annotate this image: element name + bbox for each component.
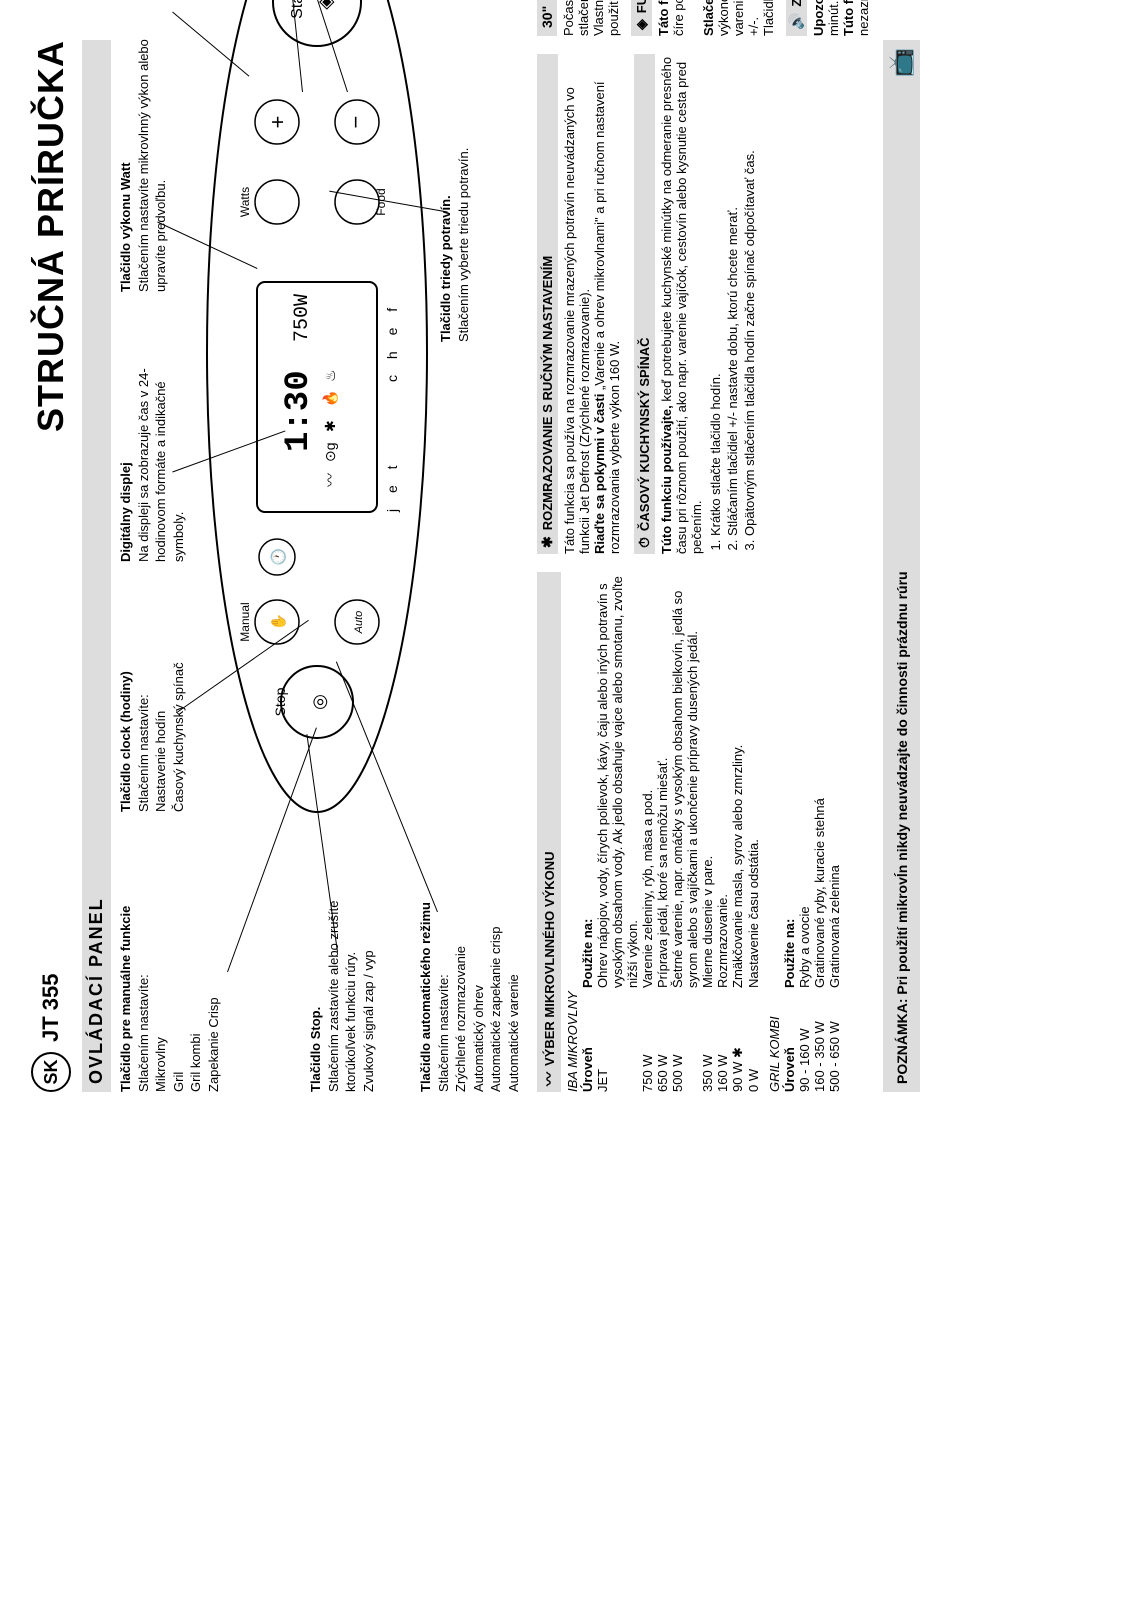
page-title: STRUČNÁ PRÍRUČKA [30,40,72,432]
power-column: 〰 VÝBER MIKROVLNNÉHO VÝKONU IBA MIKROVLN… [537,572,871,1092]
power-level: 750 W [640,1000,655,1092]
jetstart-p1: Táto funkcia sa používa na rýchly ohrev … [656,0,686,36]
power-level: 90 W ✱ [730,1000,746,1092]
svg-text:〰: 〰 [322,473,338,487]
power-desc: Zmäkčovanie masla, syrov alebo zmrzliny. [730,572,746,988]
power-desc: Nastavenie času odstátia. [746,572,761,988]
model-number: JT 355 [38,974,64,1043]
power-level: 500 W [670,1000,700,1092]
thirty-sec-body: Počas činnosti rúry môžete jednoducho pr… [561,0,621,36]
speaker-icon: 🔊 [788,13,805,30]
defrost-header: ✱ ROZMRAZOVANIE S RUČNÝM NASTAVENÍM [537,54,558,554]
bottom-grid: 〰 VÝBER MIKROVLNNÉHO VÝKONU IBA MIKROVLN… [537,40,871,1092]
svg-text:♨: ♨ [322,369,338,382]
jetstart-fn-header: ◈ FUNKCIA JET START [631,0,652,36]
mw-only-label: IBA MIKROVLNY [565,572,580,1092]
callout-stop: Tlačidlo Stop. Stlačením zastavíte alebo… [307,872,377,1092]
power-header: 〰 VÝBER MIKROVLNNÉHO VÝKONU [537,572,561,1092]
power-row: JET Ohrev nápojov, vody, čírych polievok,… [595,572,640,1092]
grill-row: 500 - 650 W Gratinovaná zelenina [827,572,842,1092]
power-row: 750 W Varenie zeleniny, rýb, mäsa a pod. [640,572,655,1092]
jetstart-p2: Stlačením tlačidla START sa automaticky … [686,0,776,36]
display-time: 1:30 [280,370,318,452]
power-desc: Ohrev nápojov, vody, čírych polievok, ká… [595,572,640,988]
power-desc: Mierne dusenie v pare. [700,572,715,988]
power-level: 0 W [746,1000,761,1092]
thirty-sec-row: 30" 30 SEKÚND [537,0,557,36]
right-column: 30" 30 SEKÚND Počas činnosti rúry môžete… [537,0,871,36]
power-desc: Varenie zeleniny, rýb, mäsa a pod. [640,572,655,988]
header-row: SK JT 355 STRUČNÁ PRÍRUČKA [30,40,72,1092]
callout-auto: Tlačidlo automatického režimu Stlačením … [417,832,522,1092]
power-level: 160 W [715,1000,730,1092]
label-food: Food [374,188,388,215]
power-row: 160 W Rozmrazovanie. [715,572,730,1092]
section-panel-bar: OVLÁDACÍ PANEL [82,40,111,1092]
svg-text:✱: ✱ [322,420,338,432]
power-level: 500 - 650 W [827,1000,842,1092]
middle-column: ✱ ROZMRAZOVANIE S RUČNÝM NASTAVENÍM Táto… [537,54,871,554]
svg-text:✋: ✋ [270,613,286,630]
label-stop: Stop [272,687,288,716]
timer-header: ⏱ ČASOVÝ KUCHYNSKÝ SPÍNAČ [634,54,655,554]
label-start: Start [289,0,306,19]
control-panel-diagram: Tlačidlo pre manuálne funkcie Stlačením … [117,40,537,1092]
model-block: SK JT 355 [31,974,71,1093]
callout-clock: Tlačidlo clock (hodiny) Stlačením nastav… [117,602,187,812]
sound-header: 🔊 ZVUKOVÝ SIGNÁL [786,0,807,36]
sound-p1: Upozorní Vás, že činnosť funkcie skončil… [811,0,841,36]
power-desc: Šetrné varenie, napr. omáčky s vysokým o… [670,572,700,988]
power-row: 350 W Mierne dusenie v pare. [700,572,715,1092]
power-desc: Gratinovaná zelenina [827,572,842,988]
power-desc: Ryby a ovocie [797,572,812,988]
callout-watt: Tlačidlo výkonu Watt Stlačením nastavíte… [117,32,170,292]
power-desc: Rozmrazovanie. [715,572,730,988]
svg-text:🕐: 🕐 [270,548,287,565]
label-jet: j e t [384,459,400,513]
label-watts: Watts [238,187,252,217]
clock-icon: ⏱ [636,537,653,548]
callout-display: Digitálny displej Na displeji sa zobrazu… [117,332,187,562]
power-level: 650 W [655,1000,670,1092]
power-level: 160 - 350 W [812,1000,827,1092]
label-auto: Auto [353,611,365,635]
grill-row: 90 - 160 W Ryby a ovocie [797,572,812,1092]
defrost-p2: Riaďte sa pokynmi v časti „Varenie a ohr… [592,54,622,554]
grill-row: 160 - 350 W Gratinované ryby, kuracie ste… [812,572,827,1092]
note-bar: POZNÁMKA: Pri použití mikrovĺn nikdy neu… [883,40,920,1092]
jet-icon: ◈ [633,19,650,30]
lang-badge: SK [31,1052,71,1092]
snowflake-icon: ✱ [539,536,556,548]
timer-steps: Krátko stlačte tlačidlo hodín. Stláčaním… [708,54,757,536]
power-desc: Gratinované ryby, kuracie stehná [812,572,827,988]
control-panel-illustration: Stop ◎ Manual ✋ Auto 🕐 1:30 750W 〰 ⊙g ✱ [187,0,447,822]
power-row: 90 W ✱ Zmäkčovanie masla, syrov alebo zmr… [730,572,746,1092]
power-row: 0 W Nastavenie času odstátia. [746,572,761,1092]
power-level: 350 W [700,1000,715,1092]
snowflake-icon: ✱ [730,1047,745,1062]
power-level: JET [595,1000,640,1092]
grill-kombi-label: GRIL KOMBI [767,572,782,1092]
svg-text:◎: ◎ [309,694,329,710]
label-manual: Manual [238,602,252,641]
timer-p1: Túto funkciu používajte, keď potrebujete… [659,54,704,554]
svg-text:⊙g: ⊙g [322,442,338,462]
svg-text:+: + [265,116,290,129]
power-level: 90 - 160 W [797,1000,812,1092]
power-row: 650 W Príprava jedál, ktoré sa nemôžu mie… [655,572,670,1092]
sound-p2: Túto funkciu môžete zapnúť alebo vypnúť … [841,0,871,36]
label-chef: c h e f [384,302,400,382]
callout-manual: Tlačidlo pre manuálne funkcie Stlačením … [117,872,222,1092]
waves-icon: 〰 [539,1072,559,1086]
svg-text:−: − [343,116,368,129]
power-row: 500 W Šetrné varenie, napr. omáčky s vyso… [670,572,700,1092]
svg-text:🔥: 🔥 [322,390,339,407]
display-power: 750W [291,294,314,342]
power-desc: Príprava jedál, ktoré sa nemôžu miešať. [655,572,670,988]
defrost-p1: Táto funkcia sa používa na rozmrazovanie… [562,54,592,554]
microwave-icon: 📺 [887,48,916,78]
